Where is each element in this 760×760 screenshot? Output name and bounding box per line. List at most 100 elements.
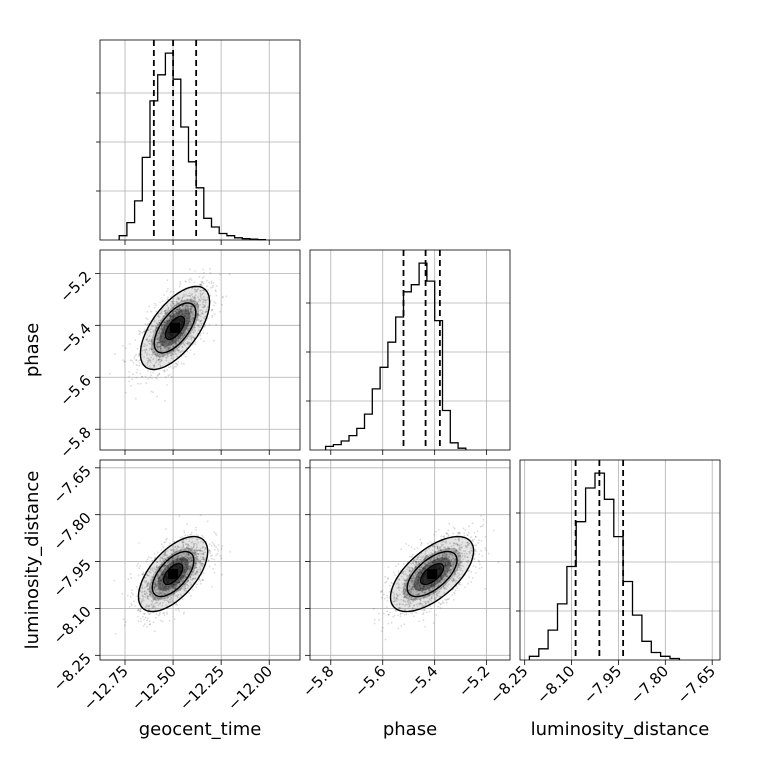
- sample-point: [158, 345, 161, 348]
- sample-point: [167, 586, 170, 588]
- sample-point: [156, 326, 158, 329]
- sample-point: [178, 312, 180, 314]
- sample-point: [164, 585, 166, 588]
- sample-point: [216, 553, 219, 555]
- sample-point: [152, 330, 155, 333]
- sample-point: [470, 581, 473, 583]
- sample-point: [201, 550, 204, 553]
- sample-point: [189, 307, 192, 310]
- sample-point: [199, 313, 202, 316]
- sample-point: [165, 357, 167, 359]
- sample-point: [158, 353, 161, 356]
- sample-point: [151, 341, 154, 344]
- sample-point: [175, 310, 178, 312]
- sample-point: [190, 323, 193, 326]
- sample-point: [152, 371, 155, 374]
- sample-point: [198, 275, 201, 278]
- sample-point: [166, 613, 168, 615]
- sample-point: [203, 340, 205, 343]
- sample-point: [162, 353, 164, 356]
- sample-point: [154, 589, 157, 592]
- sample-point: [170, 601, 172, 603]
- sample-point: [154, 583, 157, 586]
- sample-point: [172, 353, 174, 355]
- sample-point: [179, 337, 182, 340]
- sample-point: [128, 606, 131, 608]
- sample-point: [211, 314, 214, 317]
- sample-point: [178, 311, 180, 314]
- sample-point: [149, 579, 152, 581]
- sample-point: [189, 549, 192, 552]
- sample-point: [138, 333, 141, 335]
- sample-point: [185, 308, 187, 311]
- sample-point: [160, 310, 163, 313]
- sample-point: [445, 601, 448, 604]
- sample-point: [177, 349, 180, 352]
- sample-point: [203, 305, 206, 308]
- sample-point: [142, 625, 145, 627]
- sample-point: [190, 310, 192, 313]
- sample-point: [154, 325, 157, 328]
- sample-point: [160, 350, 163, 352]
- sample-point: [179, 311, 182, 314]
- sample-point: [161, 337, 163, 340]
- sample-point: [219, 310, 222, 313]
- sample-point: [197, 329, 200, 331]
- sample-point: [176, 349, 179, 352]
- sample-point: [440, 535, 443, 538]
- sample-point: [213, 304, 215, 307]
- sample-point: [135, 353, 138, 356]
- sample-point: [148, 353, 151, 356]
- sample-point: [167, 566, 170, 569]
- sample-point: [180, 337, 182, 340]
- sample-point: [196, 301, 199, 304]
- sample-point: [114, 633, 117, 635]
- sample-point: [184, 534, 187, 537]
- sample-point: [392, 571, 395, 574]
- sample-point: [159, 336, 162, 339]
- sample-point: [156, 345, 159, 348]
- sample-point: [189, 299, 192, 301]
- sample-point: [432, 622, 435, 624]
- sample-point: [199, 319, 202, 322]
- sample-point: [161, 332, 164, 335]
- sample-point: [154, 328, 157, 331]
- sample-point: [180, 331, 183, 334]
- sample-point: [188, 335, 191, 338]
- sample-point: [178, 297, 181, 300]
- sample-point: [162, 331, 165, 334]
- x-tick-label-luminosity-distance: −8.25: [486, 662, 531, 707]
- sample-point: [193, 572, 195, 574]
- sample-point: [165, 309, 167, 312]
- sample-point: [172, 341, 175, 344]
- sample-point: [167, 319, 170, 322]
- sample-point: [480, 514, 482, 517]
- sample-point: [187, 330, 189, 332]
- sample-point: [190, 334, 193, 337]
- sample-point: [195, 526, 198, 529]
- y-tick-label-luminosity-distance: −8.10: [50, 603, 95, 648]
- sample-point: [190, 300, 193, 303]
- sample-point: [169, 315, 172, 318]
- sample-point: [160, 549, 163, 551]
- sample-point: [183, 295, 186, 297]
- sample-point: [201, 281, 204, 283]
- sample-point: [168, 563, 171, 566]
- sample-point: [473, 538, 476, 541]
- sample-point: [190, 566, 192, 569]
- sample-point: [158, 357, 161, 359]
- sample-point: [453, 592, 456, 595]
- sample-point: [173, 303, 176, 305]
- sample-point: [203, 305, 206, 307]
- sample-point: [186, 317, 189, 320]
- sample-point: [173, 310, 176, 312]
- sample-point: [181, 310, 184, 313]
- sample-point: [186, 322, 189, 325]
- sample-point: [169, 588, 172, 591]
- sample-point: [171, 315, 174, 317]
- sample-point: [153, 306, 156, 309]
- sample-point: [189, 323, 191, 326]
- sample-point: [171, 340, 173, 343]
- sample-point: [135, 363, 138, 366]
- sample-point: [157, 354, 160, 357]
